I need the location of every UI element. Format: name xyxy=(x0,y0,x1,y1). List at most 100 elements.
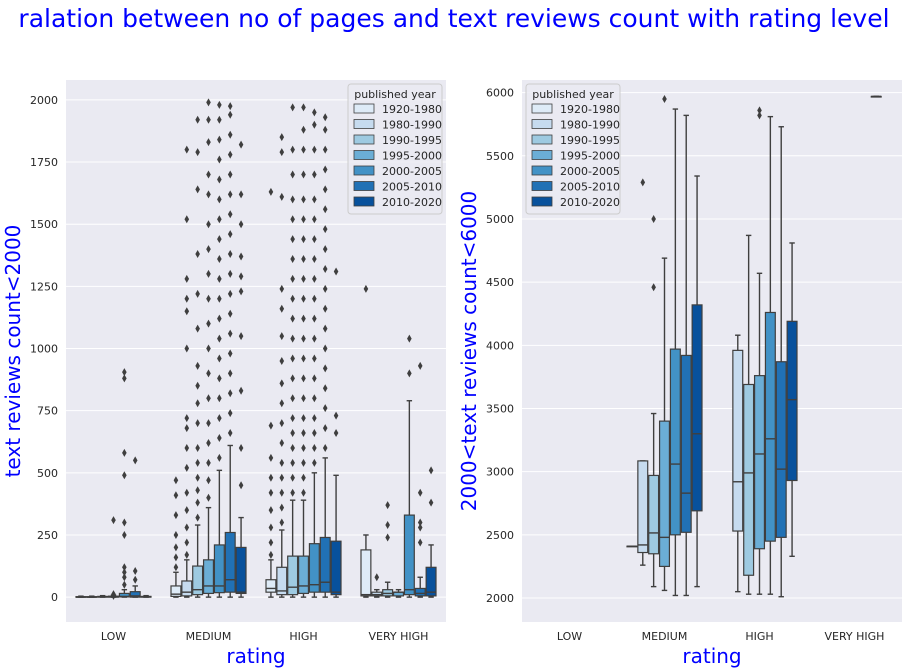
box-high-2010-2020 xyxy=(330,267,342,598)
y-tick-label: 250 xyxy=(37,529,58,542)
outlier-point xyxy=(195,458,200,467)
box-medium-2005-2010 xyxy=(680,114,692,597)
outlier-point xyxy=(184,538,190,547)
outlier-point xyxy=(428,498,434,507)
outlier-point xyxy=(206,369,211,378)
outlier-point xyxy=(290,195,295,204)
legend-swatch xyxy=(353,103,375,114)
outlier-point xyxy=(301,255,306,264)
outlier-point xyxy=(322,264,328,273)
legend-entry: 1920-1980 xyxy=(382,103,442,116)
box-iqr xyxy=(669,348,681,536)
outlier-point xyxy=(173,530,179,539)
outlier-point xyxy=(640,178,646,187)
outlier-point xyxy=(322,113,328,122)
box-medium-2005-2010 xyxy=(224,102,236,598)
box-high-1990-1995 xyxy=(287,103,299,598)
outlier-point xyxy=(279,419,285,428)
outlier-point xyxy=(301,195,306,204)
box-high-1980-1990 xyxy=(732,334,744,593)
outlier-point xyxy=(290,255,295,264)
outlier-point xyxy=(322,165,328,174)
outlier-point xyxy=(206,438,211,447)
outlier-point xyxy=(206,458,211,467)
legend-entry: 1990-1995 xyxy=(560,134,620,147)
outlier-point xyxy=(312,414,317,423)
outlier-point xyxy=(385,521,390,530)
box-low-2005-2010 xyxy=(129,456,141,598)
outlier-point xyxy=(217,314,222,323)
outlier-point xyxy=(301,235,306,244)
box-high-1920-1980 xyxy=(265,187,277,598)
box-iqr xyxy=(276,566,288,596)
outlier-point xyxy=(217,235,222,244)
box-iqr xyxy=(170,585,182,597)
box-high-2000-2005 xyxy=(764,115,776,595)
box-iqr xyxy=(181,580,193,597)
outlier-point xyxy=(268,187,274,196)
outlier-point xyxy=(184,307,190,316)
outlier-point xyxy=(279,488,285,497)
outlier-point xyxy=(195,324,200,333)
outlier-point xyxy=(757,106,762,115)
outlier-point xyxy=(312,274,317,283)
outlier-point xyxy=(301,314,306,323)
outlier-point xyxy=(122,568,127,577)
outlier-point xyxy=(227,250,233,259)
legend-swatch xyxy=(531,196,553,207)
outlier-point xyxy=(268,523,274,532)
outlier-point xyxy=(279,133,285,142)
outlier-point xyxy=(757,111,762,120)
outlier-point xyxy=(290,488,295,497)
x-axis-label: rating xyxy=(682,644,741,668)
box-very-high-2000-2005 xyxy=(403,334,415,598)
outlier-point xyxy=(227,210,233,219)
outlier-point xyxy=(206,419,211,428)
legend-swatch xyxy=(531,165,553,176)
x-tick-label: MEDIUM xyxy=(642,630,688,643)
outlier-point xyxy=(217,255,222,264)
box-iqr xyxy=(224,531,236,593)
x-tick-label: HIGH xyxy=(289,630,317,643)
box-iqr xyxy=(691,304,703,512)
outlier-point xyxy=(227,409,233,418)
outlier-point xyxy=(122,563,127,572)
box-iqr xyxy=(297,555,310,595)
box-medium-1980-1990 xyxy=(181,145,193,598)
outlier-point xyxy=(279,332,285,341)
outlier-point xyxy=(217,175,222,184)
box-high-1995-2000 xyxy=(297,103,310,598)
outlier-point xyxy=(279,356,285,365)
legend-swatch xyxy=(353,181,375,191)
outlier-point xyxy=(268,538,274,547)
y-tick-label: 3000 xyxy=(486,466,514,479)
outlier-point xyxy=(290,354,295,363)
outlier-point xyxy=(651,283,656,292)
outlier-point xyxy=(217,394,222,403)
outlier-point xyxy=(333,411,339,420)
y-tick-label: 1750 xyxy=(30,156,58,169)
outlier-point xyxy=(195,443,200,452)
legend-entry: 1995-2000 xyxy=(382,150,442,163)
outlier-point xyxy=(217,195,222,204)
outlier-point xyxy=(217,294,222,303)
box-iqr xyxy=(129,591,141,598)
outlier-point xyxy=(184,215,190,224)
outlier-point xyxy=(290,334,295,343)
outlier-point xyxy=(206,190,211,199)
outlier-point xyxy=(217,374,222,383)
outlier-point xyxy=(206,115,211,124)
legend-title: published year xyxy=(532,88,614,101)
y-tick-label: 3500 xyxy=(486,402,514,415)
outlier-point xyxy=(195,250,200,259)
outlier-point xyxy=(184,274,190,283)
outlier-point xyxy=(122,368,127,377)
outlier-point xyxy=(662,94,667,103)
outlier-point xyxy=(184,414,190,423)
outlier-point xyxy=(173,543,179,552)
outlier-point xyxy=(322,284,328,293)
legend-entry: 1980-1990 xyxy=(382,119,442,132)
y-tick-label: 5000 xyxy=(486,213,514,226)
box-iqr xyxy=(786,320,798,482)
